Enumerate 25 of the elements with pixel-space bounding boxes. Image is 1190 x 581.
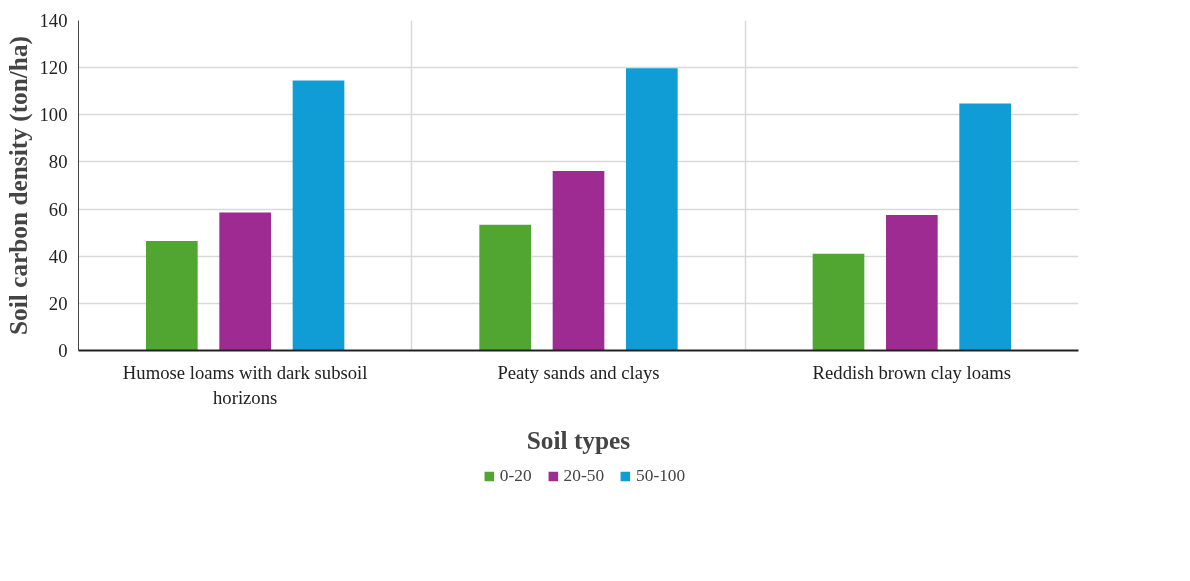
bar bbox=[479, 224, 531, 351]
bar bbox=[292, 80, 345, 351]
y-tick-label: 120 bbox=[39, 57, 68, 79]
bar bbox=[959, 103, 1011, 351]
x-tick-label: Peaty sands and clays bbox=[497, 361, 660, 383]
y-tick-label: 80 bbox=[48, 151, 68, 173]
bar bbox=[626, 68, 678, 351]
y-tick-label: 140 bbox=[39, 10, 68, 31]
bar bbox=[812, 253, 865, 351]
legend-label: 50-100 bbox=[636, 466, 686, 486]
bar bbox=[146, 240, 198, 351]
y-tick-label: 40 bbox=[48, 245, 68, 267]
y-tick-label: 100 bbox=[39, 104, 68, 126]
y-tick-label: 0 bbox=[58, 340, 68, 361]
x-tick-label: Humose loams with dark subsoil horizons bbox=[122, 361, 368, 408]
x-tick-label: Reddish brown clay loams bbox=[812, 361, 1012, 383]
bar bbox=[552, 170, 605, 351]
bar bbox=[219, 212, 271, 351]
x-axis-title: Soil types bbox=[526, 425, 631, 454]
y-tick-label: 20 bbox=[48, 292, 68, 314]
bar bbox=[886, 214, 938, 351]
y-tick-label: 60 bbox=[48, 198, 68, 220]
legend-label: 0-20 bbox=[499, 466, 532, 486]
y-axis-title: Soil carbon density (ton/ha) bbox=[3, 35, 33, 336]
legend-label: 20-50 bbox=[563, 466, 605, 486]
